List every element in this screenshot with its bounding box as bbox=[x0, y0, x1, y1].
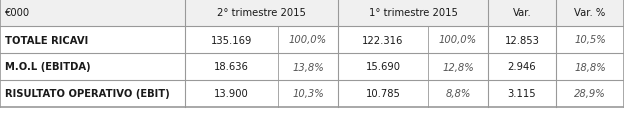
Text: 10,5%: 10,5% bbox=[574, 35, 606, 45]
Text: TOTALE RICAVI: TOTALE RICAVI bbox=[5, 35, 88, 45]
Text: 10.785: 10.785 bbox=[366, 89, 401, 99]
Text: 100,0%: 100,0% bbox=[439, 35, 477, 45]
Text: Var. %: Var. % bbox=[574, 8, 606, 18]
Text: 3.115: 3.115 bbox=[508, 89, 536, 99]
Text: 12,8%: 12,8% bbox=[442, 62, 474, 72]
Text: 8,8%: 8,8% bbox=[446, 89, 470, 99]
Text: 2° trimestre 2015: 2° trimestre 2015 bbox=[217, 8, 306, 18]
Text: Var.: Var. bbox=[513, 8, 532, 18]
Text: 18.636: 18.636 bbox=[214, 62, 249, 72]
Text: 28,9%: 28,9% bbox=[574, 89, 606, 99]
Text: 15.690: 15.690 bbox=[366, 62, 401, 72]
Text: 100,0%: 100,0% bbox=[289, 35, 327, 45]
Text: 18,8%: 18,8% bbox=[574, 62, 606, 72]
Text: 10,3%: 10,3% bbox=[292, 89, 324, 99]
Text: M.O.L (EBITDA): M.O.L (EBITDA) bbox=[5, 62, 90, 72]
Text: 13.900: 13.900 bbox=[214, 89, 249, 99]
Text: 135.169: 135.169 bbox=[211, 35, 252, 45]
Bar bbox=[0, 0, 624, 27]
Text: RISULTATO OPERATIVO (EBIT): RISULTATO OPERATIVO (EBIT) bbox=[5, 89, 170, 99]
Text: 1° trimestre 2015: 1° trimestre 2015 bbox=[369, 8, 457, 18]
Text: 12.853: 12.853 bbox=[505, 35, 539, 45]
Text: €000: €000 bbox=[5, 8, 30, 18]
Text: 13,8%: 13,8% bbox=[292, 62, 324, 72]
Text: 122.316: 122.316 bbox=[363, 35, 404, 45]
Text: 2.946: 2.946 bbox=[508, 62, 536, 72]
